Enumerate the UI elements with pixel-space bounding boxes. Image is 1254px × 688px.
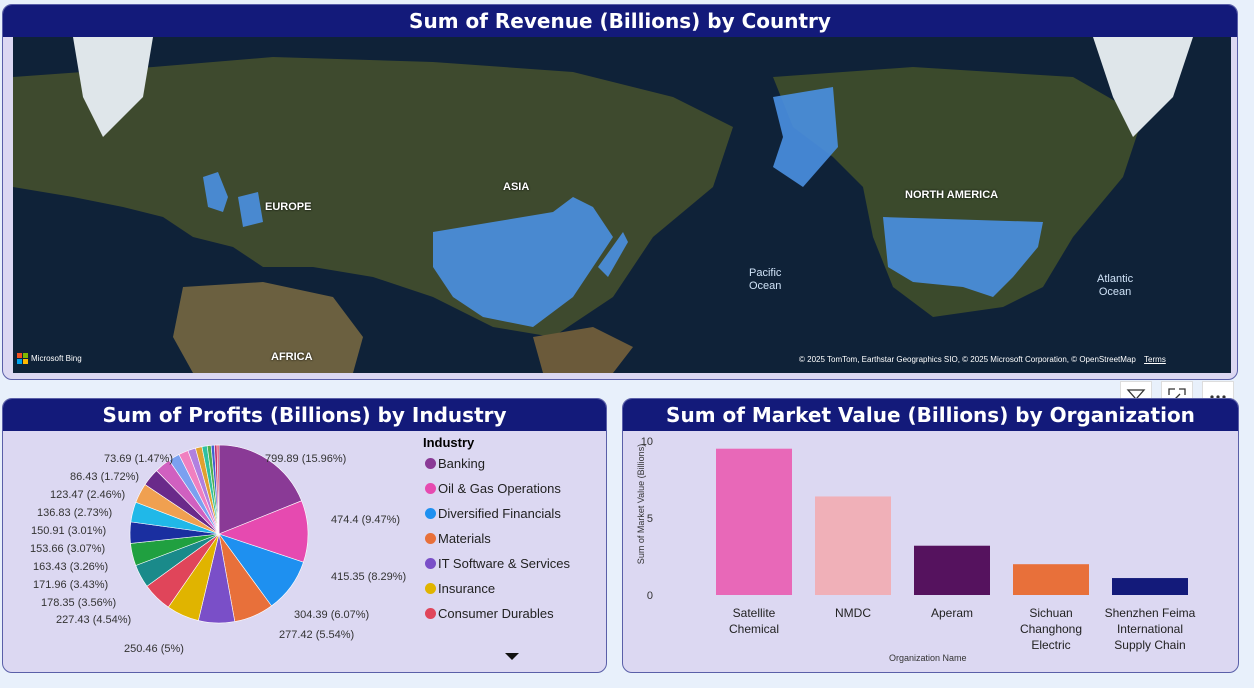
bar[interactable] [914, 545, 990, 595]
map-title: Sum of Revenue (Billions) by Country [3, 5, 1237, 37]
legend-item[interactable]: Oil & Gas Operations [425, 481, 561, 496]
x-category-label: Shenzhen Feima International Supply Chain [1104, 606, 1196, 652]
pie-data-label: 304.39 (6.07%) [294, 609, 370, 621]
pie-data-label: 178.35 (3.56%) [41, 597, 117, 609]
pie-data-label: 163.43 (3.26%) [33, 561, 109, 573]
map-svg [13, 37, 1193, 373]
pie-card: Sum of Profits (Billions) by Industry 79… [2, 398, 607, 673]
legend-item[interactable]: Banking [425, 456, 485, 471]
legend-item[interactable]: Insurance [425, 581, 495, 596]
bar[interactable] [815, 496, 891, 595]
legend-label: IT Software & Services [438, 556, 570, 571]
more-options-icon [1210, 395, 1226, 399]
pie-data-label: 277.42 (5.54%) [279, 629, 355, 641]
y-tick-label: 5 [647, 513, 653, 525]
legend-title: Industry [423, 435, 475, 450]
legend-swatch [425, 533, 436, 544]
bar-title: Sum of Market Value (Billions) by Organi… [623, 399, 1238, 431]
pie-data-label: 227.43 (4.54%) [56, 614, 132, 626]
pie-data-label: 86.43 (1.72%) [70, 471, 140, 483]
pacific-ocean-label: Pacific Ocean [749, 267, 782, 292]
microsoft-bing-logo: Microsoft Bing [17, 353, 82, 364]
terms-link[interactable]: Terms [1144, 355, 1166, 364]
legend-label: Consumer Durables [438, 606, 554, 621]
bar-chart: 10 5 0 [641, 436, 1188, 602]
legend-item[interactable]: IT Software & Services [425, 556, 570, 571]
asia-label: ASIA [503, 181, 530, 193]
legend-item[interactable]: Consumer Durables [425, 606, 554, 621]
legend-label: Oil & Gas Operations [438, 481, 561, 496]
legend-swatch [425, 608, 436, 619]
pie-data-label: 799.89 (15.96%) [265, 453, 347, 465]
bar-xlabel: Organization Name [889, 653, 967, 663]
pie-data-label: 123.47 (2.46%) [50, 489, 126, 501]
bar[interactable] [1013, 564, 1089, 595]
legend-item[interactable]: Materials [425, 531, 491, 546]
usa-highlight [883, 217, 1043, 297]
legend-label: Materials [438, 531, 491, 546]
bar-card: Sum of Market Value (Billions) by Organi… [622, 398, 1239, 673]
europe-country-highlight [238, 192, 263, 227]
pie-data-label: 136.83 (2.73%) [37, 507, 113, 519]
legend-label: Banking [438, 456, 485, 471]
pie-data-label: 415.35 (8.29%) [331, 571, 407, 583]
x-category-label: Aperam [930, 606, 974, 620]
atlantic-ocean-label: Atlantic Ocean [1097, 273, 1134, 298]
pie-slice[interactable] [218, 444, 302, 535]
africa-label: AFRICA [271, 351, 313, 363]
legend-swatch [425, 458, 436, 469]
x-category-label: NMDC [835, 606, 871, 620]
europe-label: EUROPE [265, 201, 312, 213]
pie-data-label: 153.66 (3.07%) [30, 543, 106, 555]
legend-label: Diversified Financials [438, 506, 561, 521]
bar[interactable] [716, 448, 792, 595]
pie-data-label: 150.91 (3.01%) [31, 525, 107, 537]
bar-ylabel: Sum of Market Value (Billions) [636, 443, 646, 565]
map-canvas[interactable]: EUROPE ASIA NORTH AMERICA AFRICA Pacific… [13, 37, 1231, 373]
map-attribution: © 2025 TomTom, Earthstar Geographics SIO… [799, 355, 1166, 364]
pie-slice[interactable] [216, 444, 220, 535]
greenland-land-right [1093, 37, 1193, 137]
x-category-label: Satellite Chemical [728, 606, 779, 636]
legend-swatch [425, 583, 436, 594]
y-tick-label: 0 [647, 590, 653, 602]
pie-title: Sum of Profits (Billions) by Industry [3, 399, 606, 431]
uk-highlight [203, 172, 228, 212]
pie-data-label: 73.69 (1.47%) [104, 453, 174, 465]
japan-highlight [598, 232, 628, 277]
legend-scroll-down-icon[interactable] [505, 653, 519, 660]
pie-chart [129, 444, 309, 624]
pie-data-label: 250.46 (5%) [124, 643, 184, 655]
north-america-land [773, 67, 1143, 317]
china-highlight [433, 197, 613, 327]
greenland-land [73, 37, 153, 137]
legend-swatch [425, 508, 436, 519]
legend-swatch [425, 483, 436, 494]
microsoft-logo-icon [17, 353, 28, 364]
legend-item[interactable]: Diversified Financials [425, 506, 561, 521]
pie-data-label: 474.4 (9.47%) [331, 514, 401, 526]
legend-swatch [425, 558, 436, 569]
africa-land [173, 282, 363, 373]
bar[interactable] [1112, 578, 1188, 595]
map-card: Sum of Revenue (Billions) by Country EUR… [2, 4, 1238, 380]
pie-data-label: 171.96 (3.43%) [33, 579, 109, 591]
x-category-label: Sichuan Changhong Electric [1019, 606, 1083, 652]
legend-label: Insurance [438, 581, 496, 596]
north-america-label: NORTH AMERICA [905, 189, 999, 201]
alaska-highlight [773, 87, 838, 187]
y-tick-label: 10 [641, 436, 653, 448]
australia-land [533, 327, 633, 373]
